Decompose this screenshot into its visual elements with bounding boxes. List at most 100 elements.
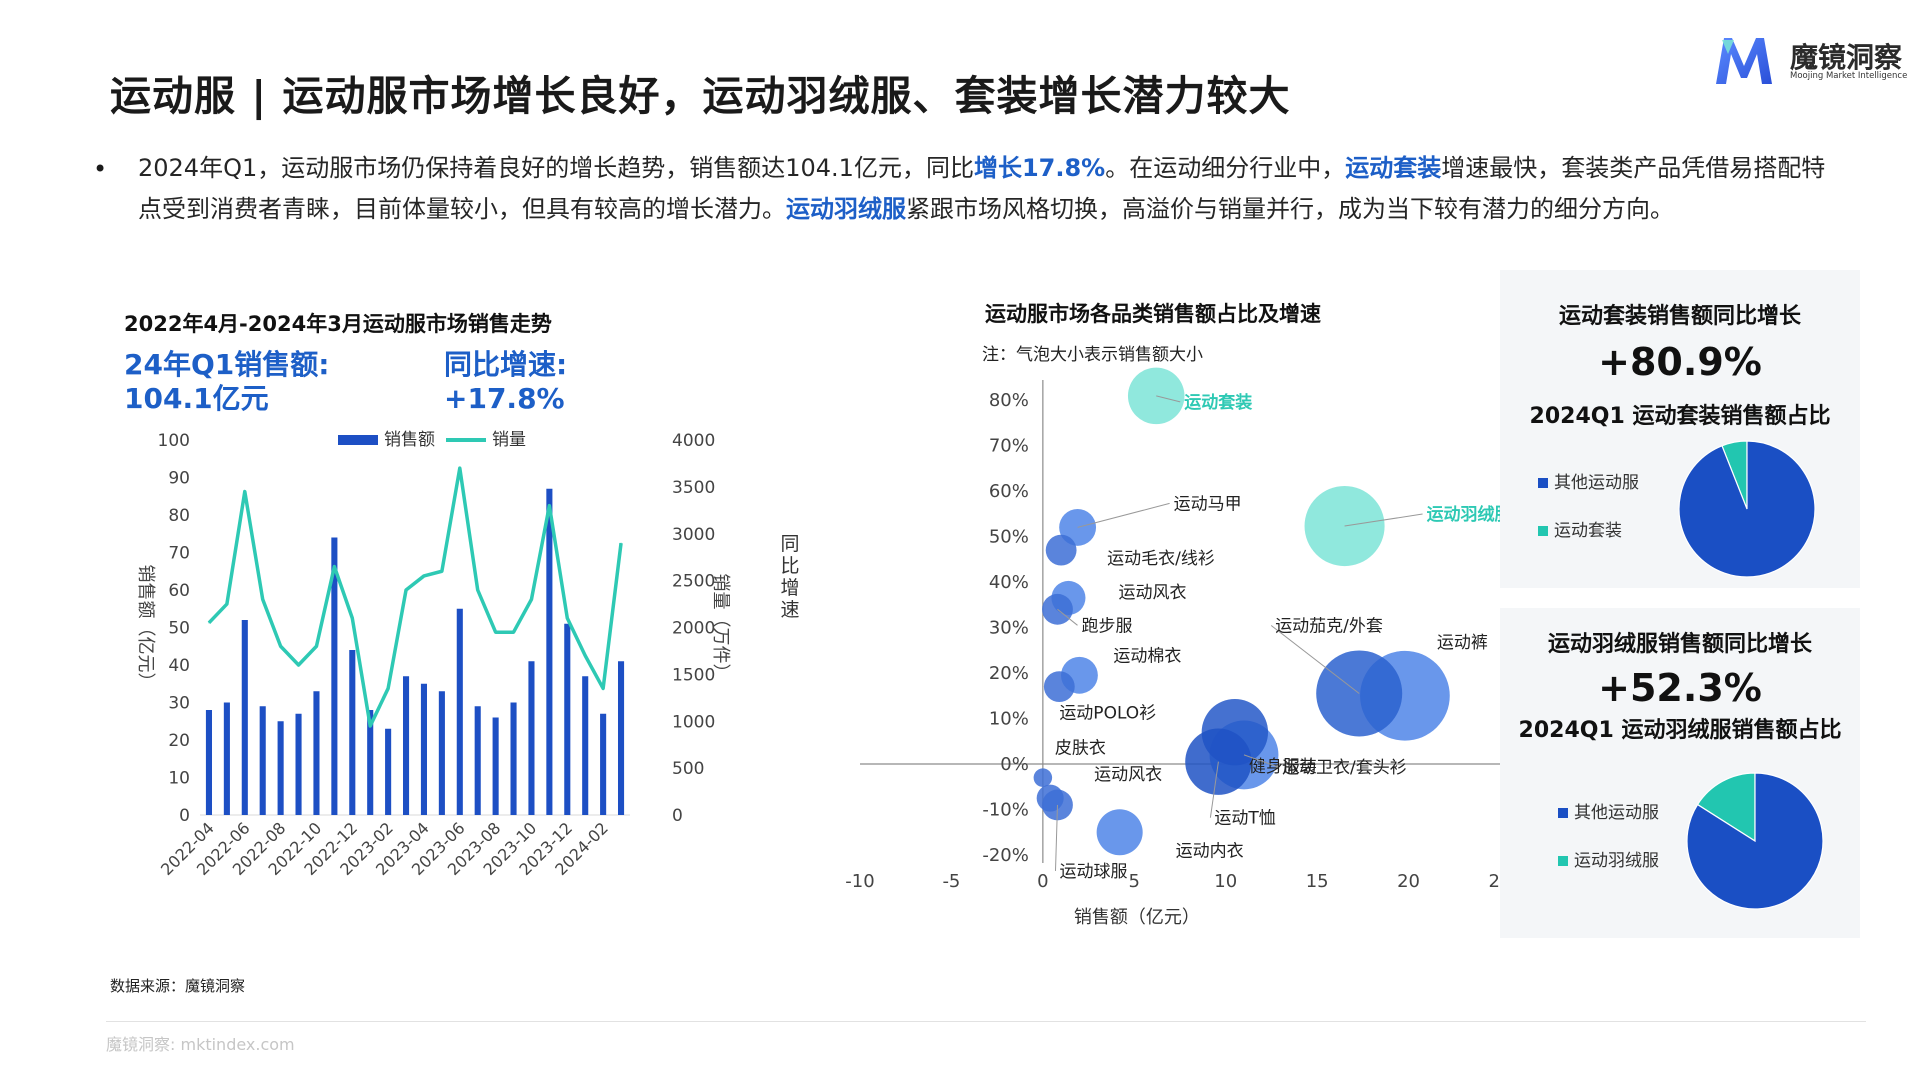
summary-highlight-suits: 运动套装	[1345, 154, 1442, 182]
bubble-point	[1045, 534, 1077, 566]
legend-down: 运动羽绒服	[1558, 846, 1659, 871]
legend-other-sports: 其他运动服	[1558, 798, 1659, 823]
bubble-label: 运动裤	[1437, 633, 1488, 653]
footer-divider	[106, 1021, 1866, 1022]
kpi-growth-label: 同比增速:	[444, 348, 568, 381]
y-tick-label: -10%	[982, 800, 1029, 821]
y2-tick-label: 1500	[672, 665, 715, 685]
y-tick-label: 100	[158, 431, 190, 451]
summary-paragraph: 2024年Q1，运动服市场仍保持着良好的增长趋势，销售额达104.1亿元，同比增…	[138, 148, 1848, 230]
line-volume-point	[423, 575, 425, 577]
line-volume-point	[620, 542, 622, 544]
pie-slice-other	[1678, 440, 1816, 578]
bubble-label: 运动卫衣/套头衫	[1282, 758, 1407, 778]
bar-sales	[313, 691, 320, 815]
bubble-label: 运动风衣	[1094, 765, 1162, 785]
summary-highlight-down: 运动羽绒服	[786, 195, 906, 223]
suits-share-pie	[1678, 440, 1816, 578]
bubble-label: 运动内衣	[1176, 841, 1244, 861]
bullet-icon: •	[93, 155, 108, 183]
y2-tick-label: 2500	[672, 572, 715, 592]
legend-other-sports: 其他运动服	[1538, 468, 1639, 493]
line-volume-point	[459, 467, 461, 469]
y-tick-label: 70%	[989, 436, 1029, 457]
bar-sales	[438, 691, 445, 815]
kpi-sales-value: 104.1亿元	[124, 382, 269, 415]
logo-subtitle: Moojing Market Intelligence	[1790, 71, 1908, 81]
summary-text: 2024年Q1，运动服市场仍保持着良好的增长趋势，销售额达104.1亿元，同比	[138, 154, 974, 182]
bubble-leader-line	[1057, 608, 1078, 626]
down-panel: 运动羽绒服销售额同比增长 +52.3% 2024Q1 运动羽绒服销售额占比 其他…	[1500, 608, 1860, 938]
down-share-title: 2024Q1 运动羽绒服销售额占比	[1518, 718, 1842, 743]
bar-sales	[617, 661, 625, 815]
bar-sales	[349, 650, 356, 815]
legend-swatch	[1538, 526, 1548, 536]
suits-growth-value: +80.9%	[1598, 340, 1762, 384]
bar-sales	[259, 706, 266, 815]
bar-sales	[205, 710, 213, 815]
bar-sales	[474, 706, 481, 815]
bubble-point	[1185, 728, 1252, 795]
bubble-label: 运动T恤	[1214, 809, 1275, 829]
legend-label: 其他运动服	[1554, 473, 1639, 493]
pie-slice-other	[1686, 772, 1824, 910]
data-source: 数据来源：魔镜洞察	[110, 977, 246, 995]
legend-sales-swatch	[338, 435, 378, 445]
summary-text: 增速最快，套装类产品凭借易搭配特点受到消费者青睐，目前体量较小，但具有较高的增长…	[138, 154, 1826, 223]
bar-sales	[492, 717, 499, 815]
y-tick-label: 40%	[989, 572, 1029, 593]
bar-sales	[277, 721, 284, 815]
summary-highlight-growth: 增长17.8%	[973, 154, 1106, 182]
line-volume-point	[566, 617, 568, 619]
line-volume-point	[548, 505, 550, 507]
kpi-sales-label: 24年Q1销售额:	[124, 348, 330, 381]
line-volume-point	[387, 687, 389, 689]
y2-tick-label: 1000	[672, 712, 715, 732]
bar-sales	[600, 713, 607, 815]
line-volume-point	[315, 645, 317, 647]
line-volume-point	[495, 631, 497, 633]
y-axis-title-char: 比	[780, 555, 799, 577]
line-volume-point	[477, 589, 479, 591]
line-volume-point	[513, 631, 515, 633]
bar-sales	[546, 488, 553, 815]
footer-text: 魔镜洞察: mktindex.com	[106, 1035, 295, 1054]
legend-swatch	[1558, 856, 1568, 866]
legend-label: 其他运动服	[1574, 803, 1659, 823]
y-tick-label: 60	[168, 581, 190, 601]
line-volume-point	[602, 687, 604, 689]
bar-sales	[456, 608, 463, 815]
y-tick-label: 80	[168, 506, 190, 526]
x-tick-label: 0	[1037, 871, 1048, 892]
y-axis-title-char: 速	[780, 599, 799, 621]
bar-sales	[223, 702, 230, 815]
line-volume-point	[226, 603, 228, 605]
y-tick-label: 20%	[989, 663, 1029, 684]
bubble-point	[1096, 809, 1143, 856]
bar-sales	[385, 728, 392, 815]
legend-suits: 运动套装	[1538, 516, 1622, 541]
line-volume-point	[262, 598, 264, 600]
y-tick-label: 30	[168, 694, 190, 714]
category-bubble-chart: -20% -10% 0% 10% 20% 30% 40% 50% 60% 70% 80% -10 -5 0…	[780, 367, 1513, 928]
y-tick-label: 0%	[1000, 754, 1029, 775]
summary-text: 紧跟市场风格切换，高溢价与销量并行，成为当下较有潜力的细分方向。	[906, 195, 1674, 223]
bubble-leader-line	[1344, 513, 1423, 527]
line-volume-point	[244, 491, 246, 493]
bubble-leader-line	[1077, 502, 1170, 528]
sales-trend-chart: 销售额 销量01020304050607080901000500100015002…	[135, 430, 731, 879]
bubble-leader-line	[1243, 754, 1279, 768]
y-tick-label: 50%	[989, 527, 1029, 548]
kpi-growth-value: +17.8%	[444, 382, 565, 415]
bar-sales	[420, 683, 428, 815]
suits-share-title: 2024Q1 运动套装销售额占比	[1529, 404, 1831, 429]
y-tick-label: 40	[168, 656, 190, 676]
y-tick-label: 60%	[989, 481, 1029, 502]
y-tick-label: 10%	[989, 709, 1029, 730]
line-volume-point	[584, 655, 586, 657]
line-volume-point	[333, 566, 335, 568]
legend-label: 运动套装	[1554, 521, 1622, 541]
bubble-label: 运动马甲	[1174, 494, 1242, 514]
x-axis-title: 销售额（亿元）	[1074, 907, 1200, 928]
y-tick-label: 0	[179, 806, 190, 826]
